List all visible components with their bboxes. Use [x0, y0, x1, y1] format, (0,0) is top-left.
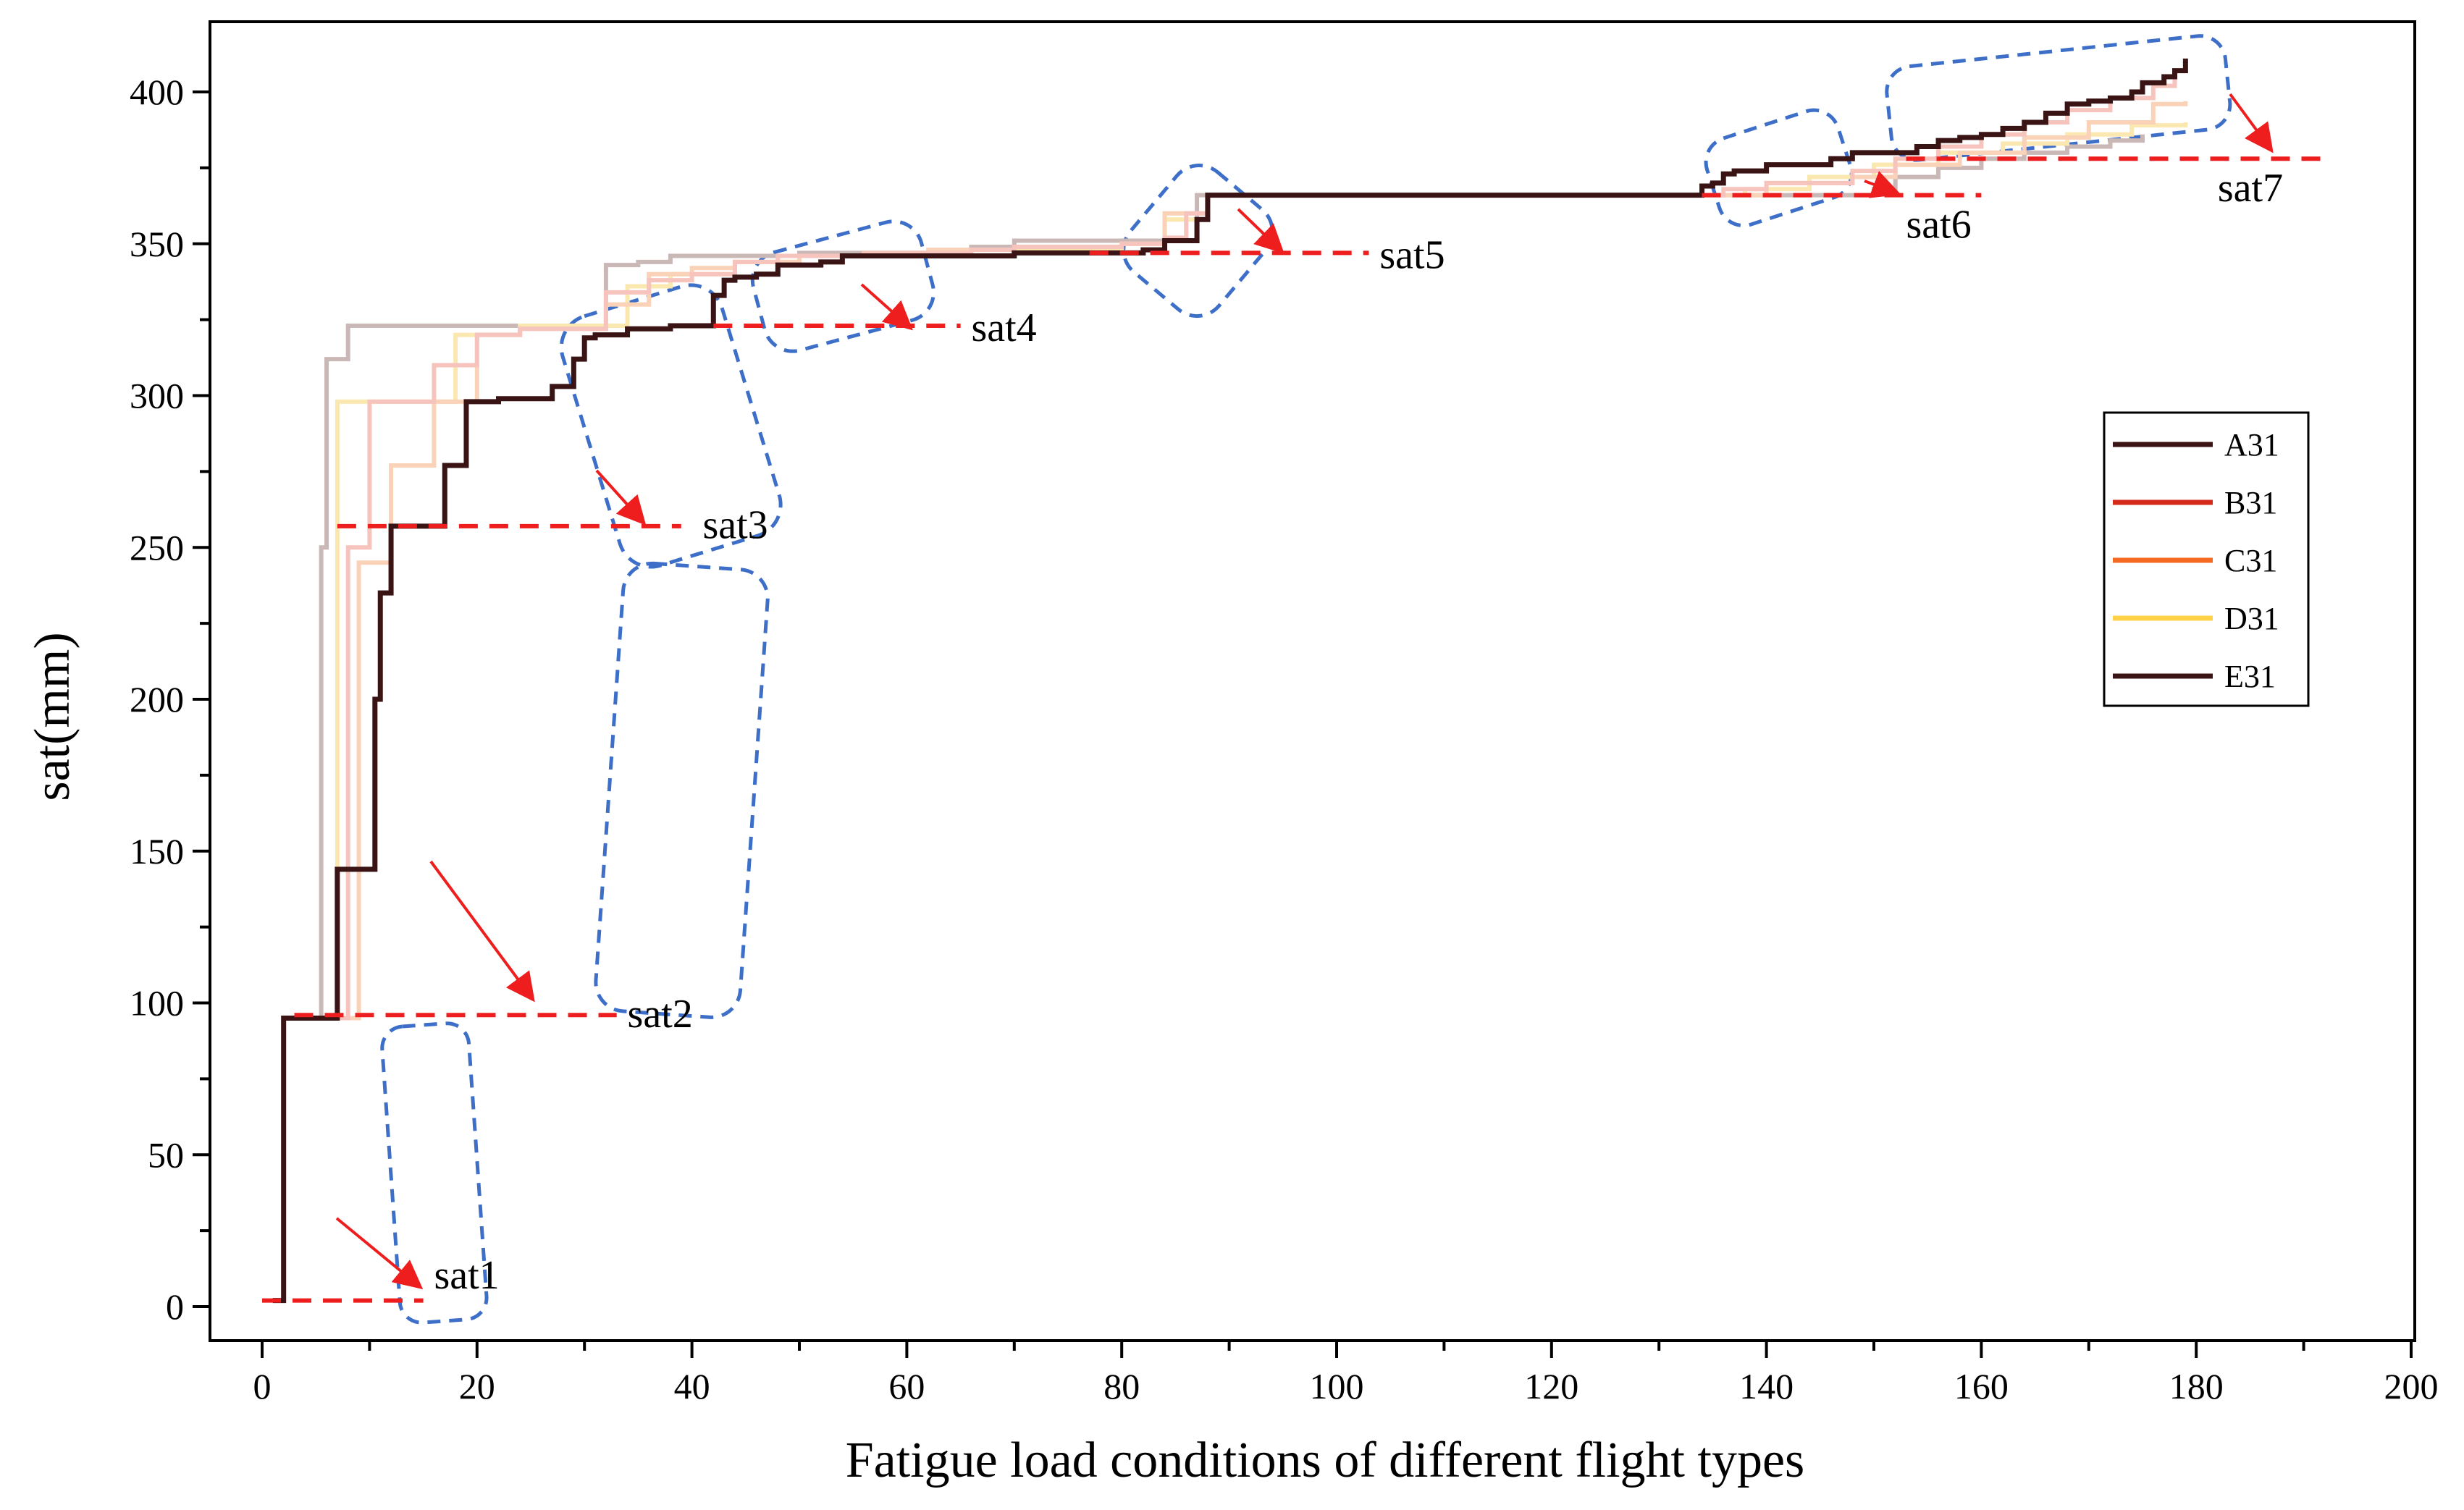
y-tick-label: 150 [130, 831, 184, 872]
y-tick-label: 250 [130, 527, 184, 568]
highlight-box-5 [1122, 164, 1274, 319]
highlight-box-2 [594, 561, 770, 1019]
annotation-label-sat5: sat5 [1379, 232, 1445, 277]
y-tick-label: 50 [148, 1134, 184, 1175]
legend-label-c31: C31 [2224, 543, 2277, 578]
highlight-boxes [380, 34, 2232, 1325]
x-tick-label: 140 [1739, 1366, 1794, 1406]
x-tick-label: 120 [1524, 1366, 1578, 1406]
annotation-arrow-sat3 [595, 469, 647, 526]
series-lines [272, 58, 2188, 1304]
x-tick-label: 40 [674, 1366, 710, 1406]
highlight-box-4 [750, 219, 935, 353]
highlight-box-6 [1704, 108, 1854, 228]
annotation-label-sat2: sat2 [628, 992, 693, 1037]
annotation-label-sat6: sat6 [1906, 202, 1972, 247]
y-tick-label: 400 [130, 72, 184, 112]
legend-label-a31: A31 [2224, 427, 2279, 463]
legend-label-e31: E31 [2224, 659, 2276, 694]
y-tick-label: 350 [130, 224, 184, 264]
plot-frame [209, 20, 2416, 1342]
y-tick-label: 300 [130, 376, 184, 416]
annotation-label-sat4: sat4 [971, 305, 1036, 350]
x-tick-label: 60 [888, 1366, 925, 1406]
legend: A31 B31 C31 D31 E31 [2103, 411, 2310, 707]
y-tick-label: 200 [130, 679, 184, 720]
legend-label-b31: B31 [2224, 485, 2277, 520]
x-tick-label: 100 [1310, 1366, 1364, 1406]
axes: 0 20 40 60 80 100 120 140 160 180 200 0 50 100 150 200 2… [130, 20, 2439, 1406]
series-line-e31 [272, 58, 2188, 1304]
x-tick-label: 180 [2169, 1366, 2224, 1406]
annotation-arrow-sat6 [1864, 171, 1901, 198]
x-tick-label: 0 [253, 1366, 272, 1406]
y-axis-title: sat(mm) [25, 632, 80, 801]
series-line-b31 [272, 77, 2177, 1303]
sat-annotations: sat1 sat2 sat3 sat4 sat5 sat6 sat7 [262, 93, 2326, 1303]
annotation-arrow-sat7 [2229, 93, 2274, 153]
x-tick-label: 80 [1103, 1366, 1140, 1406]
y-tick-label: 100 [130, 983, 184, 1024]
highlight-box-1 [380, 1021, 489, 1325]
highlight-box-3 [559, 283, 783, 569]
annotation-arrow-sat1 [335, 1217, 424, 1290]
highlight-box-7 [1885, 34, 2232, 162]
annotation-label-sat1: sat1 [434, 1253, 499, 1298]
annotation-arrow-sat5 [1237, 208, 1284, 254]
annotation-arrow-sat2 [429, 860, 535, 1003]
x-tick-label: 20 [459, 1366, 495, 1406]
legend-label-d31: D31 [2224, 601, 2279, 636]
x-tick-label: 200 [2384, 1366, 2439, 1406]
x-axis-title: Fatigue load conditions of different fli… [846, 1433, 1805, 1488]
annotation-label-sat3: sat3 [702, 503, 768, 548]
x-tick-label: 160 [1954, 1366, 2009, 1406]
y-tick-label: 0 [166, 1286, 184, 1327]
annotation-arrow-sat4 [860, 283, 913, 331]
annotation-label-sat7: sat7 [2218, 166, 2283, 211]
